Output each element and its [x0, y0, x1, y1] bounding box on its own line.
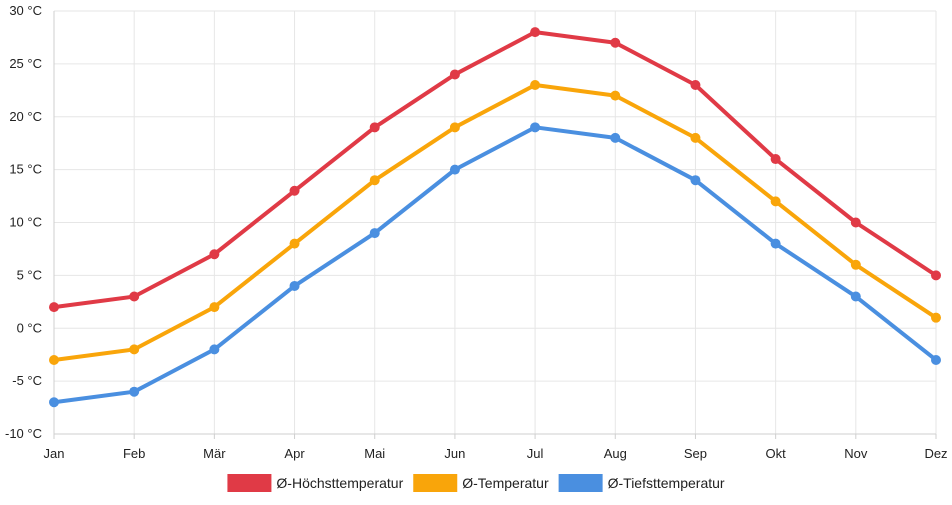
legend-swatch [227, 474, 272, 492]
y-tick-label: 15 °C [9, 162, 42, 177]
data-point[interactable] [369, 175, 380, 186]
data-point[interactable] [610, 37, 621, 48]
y-tick-label: 10 °C [9, 215, 42, 230]
data-point[interactable] [369, 228, 380, 239]
legend-swatch [413, 474, 458, 492]
x-tick-label: Mär [203, 446, 226, 461]
data-point[interactable] [931, 270, 941, 281]
x-tick-label: Jun [444, 446, 465, 461]
series-1 [49, 27, 941, 313]
y-axis-ticks: -10 °C -5 °C 0 °C 5 °C 10 °C 15 °C 20 °C 25 °C 3… [5, 3, 42, 441]
series-line [52, 125, 938, 405]
data-point[interactable] [49, 397, 59, 408]
data-point[interactable] [209, 344, 220, 355]
x-tick-label: Feb [123, 446, 145, 461]
x-tick-label: Jan [44, 446, 65, 461]
data-point[interactable] [530, 122, 541, 133]
legend-item[interactable]: Ø-Temperatur [413, 474, 549, 492]
data-point[interactable] [49, 302, 59, 313]
data-point[interactable] [129, 344, 140, 355]
series-line [52, 30, 938, 310]
data-point[interactable] [850, 291, 861, 302]
x-axis-ticks: Jan Feb Mär Apr Mai Jun Jul Aug Sep Okt Nov Dez [44, 446, 948, 461]
series-2 [49, 80, 941, 365]
legend-label: Ø-Temperatur [462, 475, 549, 491]
data-point[interactable] [690, 132, 701, 143]
data-point[interactable] [690, 80, 701, 91]
y-tick-label: 25 °C [9, 56, 42, 71]
data-point[interactable] [209, 302, 220, 313]
y-tick-label: 30 °C [9, 3, 42, 18]
data-point[interactable] [209, 249, 220, 260]
x-tick-label: Okt [766, 446, 787, 461]
data-point[interactable] [690, 175, 701, 186]
data-point[interactable] [850, 259, 861, 270]
x-tick-label: Nov [844, 446, 868, 461]
legend-label: Ø-Höchsttemperatur [276, 475, 403, 491]
legend-label: Ø-Tiefsttemperatur [608, 475, 725, 491]
legend-item[interactable]: Ø-Höchsttemperatur [227, 474, 404, 492]
x-tick-label: Aug [604, 446, 627, 461]
x-tick-label: Apr [284, 446, 305, 461]
data-point[interactable] [610, 132, 621, 143]
data-point[interactable] [530, 27, 541, 38]
data-point[interactable] [289, 280, 300, 291]
data-point[interactable] [129, 386, 140, 397]
grid [53, 10, 937, 439]
y-tick-label: -5 °C [12, 373, 42, 388]
data-point[interactable] [931, 312, 941, 323]
data-point[interactable] [449, 69, 460, 80]
data-point[interactable] [850, 217, 861, 228]
data-point[interactable] [369, 122, 380, 133]
y-tick-label: 20 °C [9, 109, 42, 124]
data-point[interactable] [610, 90, 621, 101]
x-tick-label: Sep [684, 446, 707, 461]
data-point[interactable] [770, 154, 781, 165]
series [49, 27, 941, 408]
data-point[interactable] [449, 164, 460, 175]
legend-item[interactable]: Ø-Tiefsttemperatur [558, 474, 725, 492]
data-point[interactable] [129, 291, 140, 302]
series-line [52, 83, 938, 362]
data-point[interactable] [289, 238, 300, 249]
data-point[interactable] [931, 354, 941, 365]
x-tick-label: Jul [527, 446, 544, 461]
data-point[interactable] [49, 354, 59, 365]
data-point[interactable] [530, 80, 541, 91]
x-tick-label: Mai [364, 446, 385, 461]
legend-swatch [558, 474, 603, 492]
legend: Ø-Höchsttemperatur Ø-Temperatur Ø-Tiefstte… [227, 474, 725, 492]
y-tick-label: 5 °C [17, 267, 42, 282]
y-tick-label: 0 °C [17, 320, 42, 335]
data-point[interactable] [770, 238, 781, 249]
data-point[interactable] [289, 185, 300, 196]
data-point[interactable] [770, 196, 781, 207]
x-tick-label: Dez [924, 446, 947, 461]
data-point[interactable] [449, 122, 460, 133]
series-3 [49, 122, 941, 408]
y-tick-label: -10 °C [5, 426, 42, 441]
